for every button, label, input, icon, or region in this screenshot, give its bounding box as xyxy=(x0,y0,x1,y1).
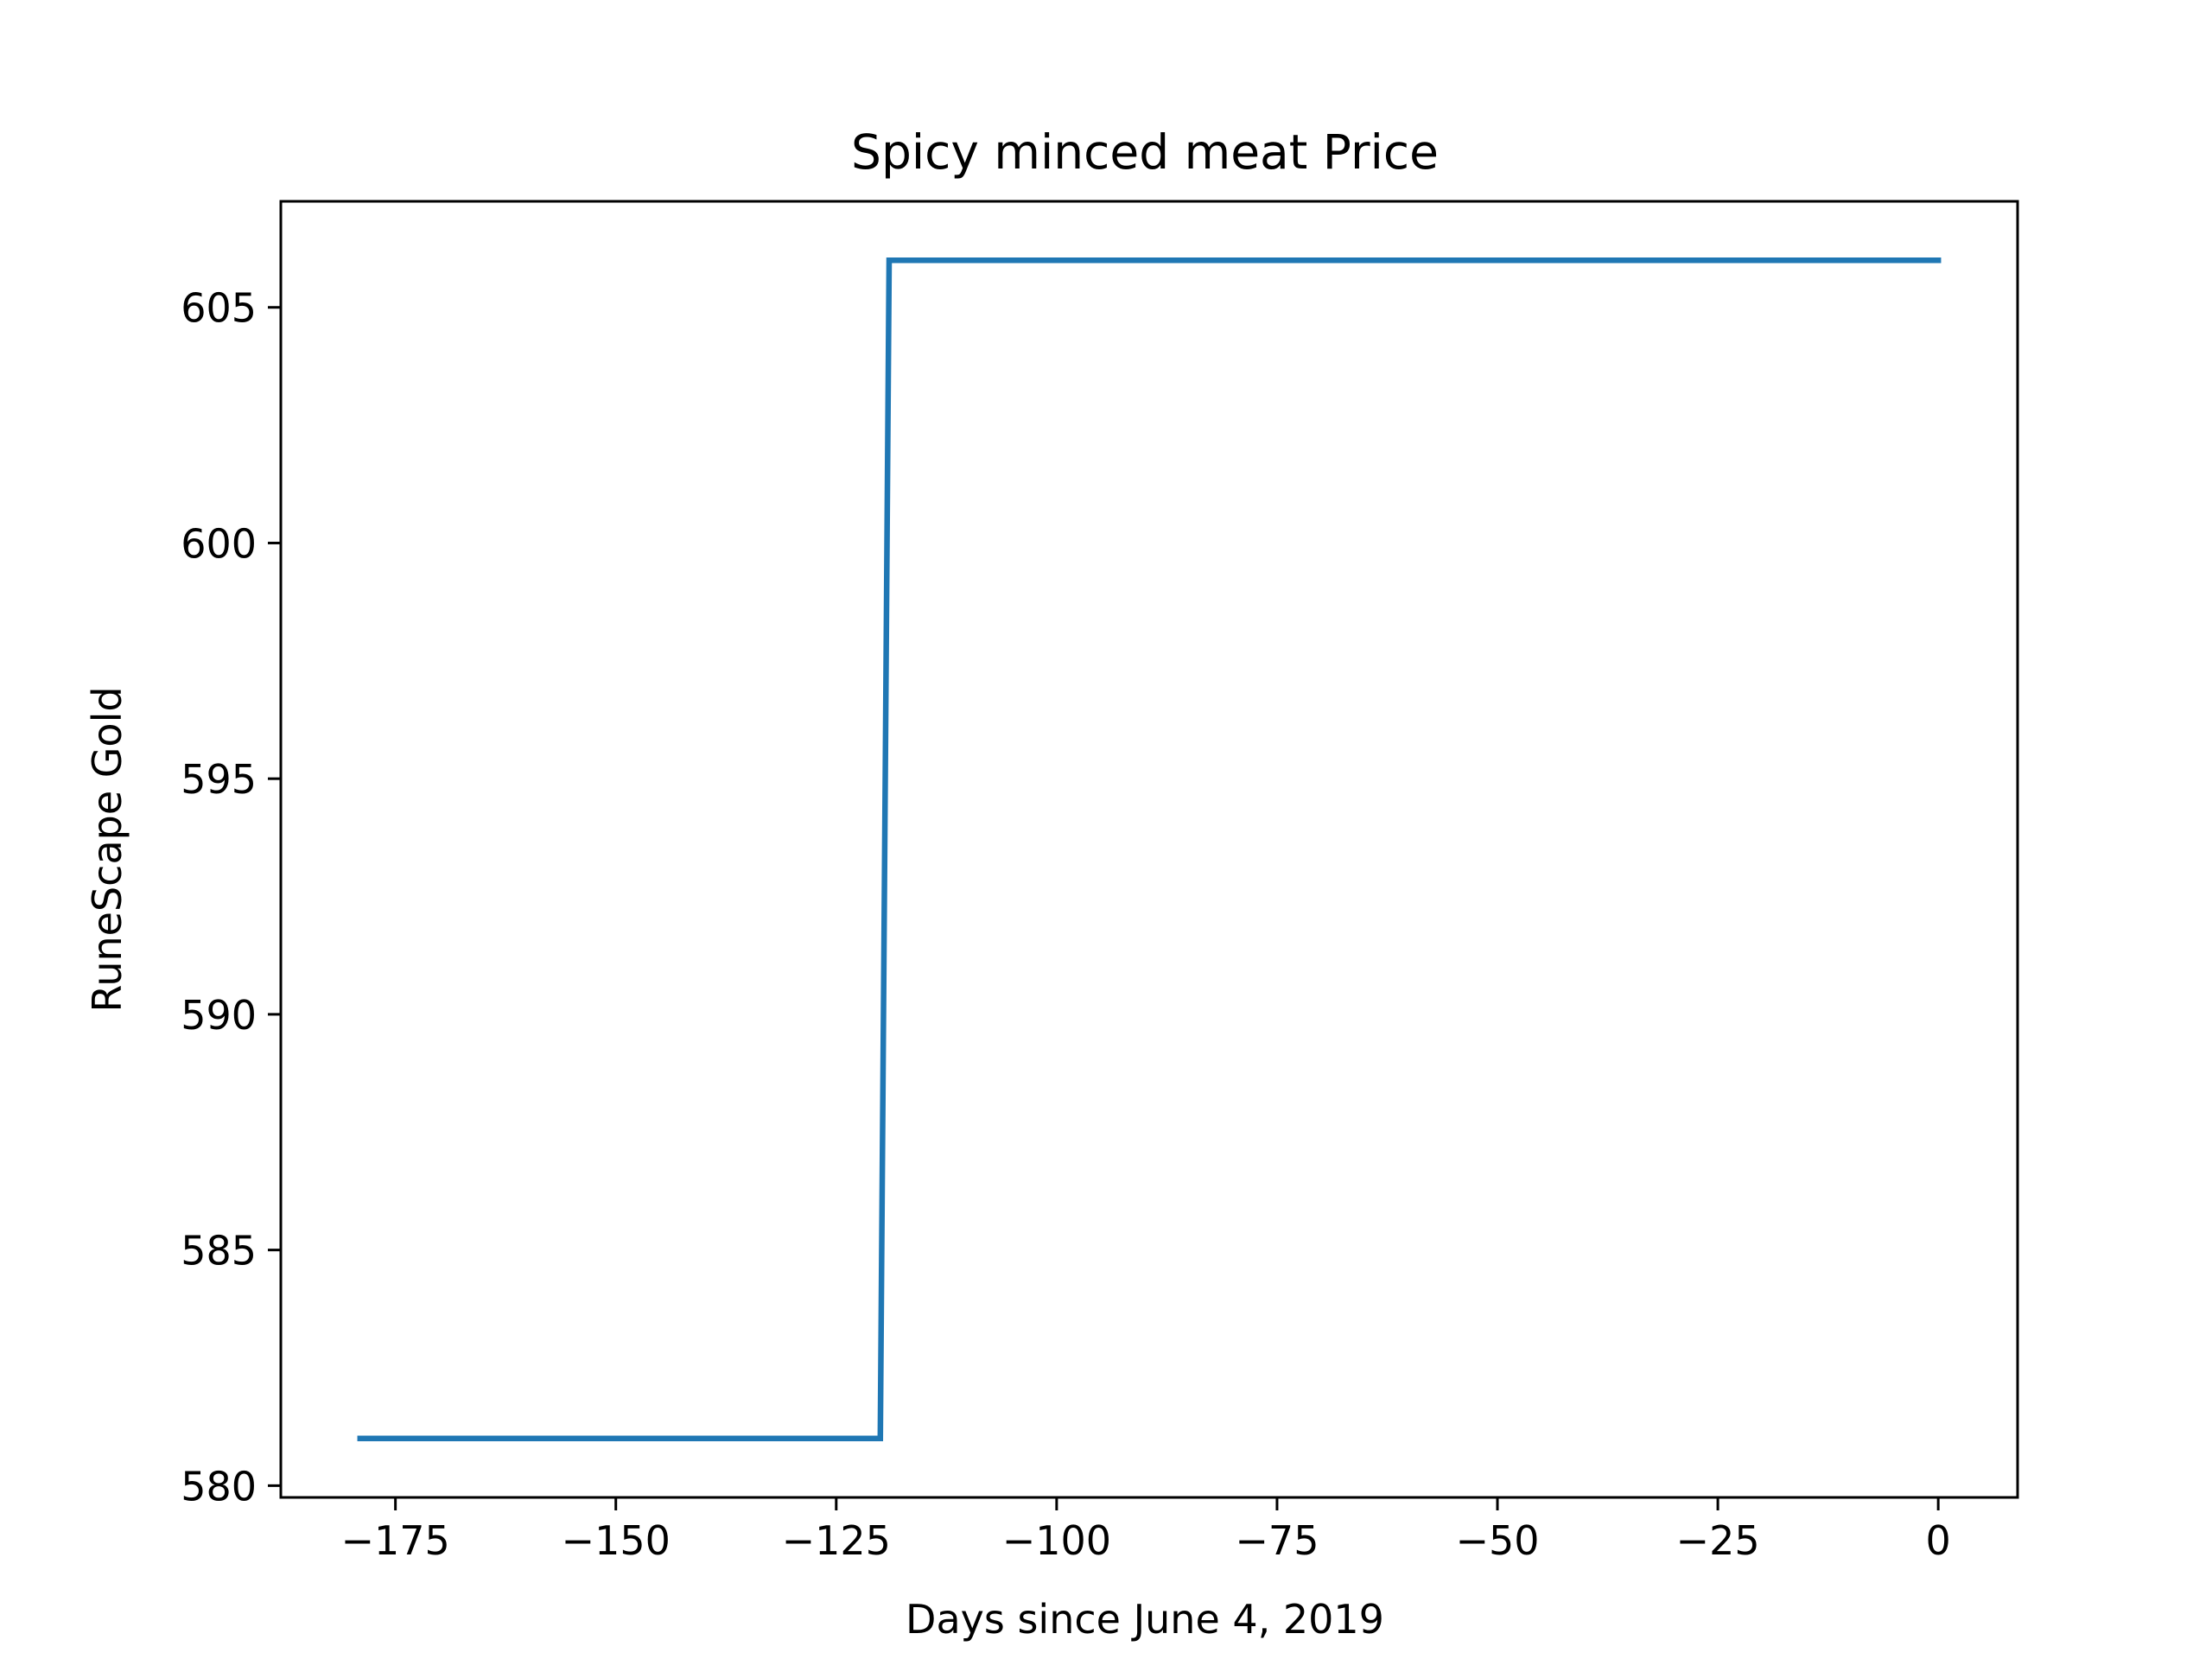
y-tick-label: 580 xyxy=(181,1463,257,1510)
x-tick-label: 0 xyxy=(1926,1517,1951,1564)
y-tick-label: 590 xyxy=(181,992,257,1039)
x-axis-label: Days since June 4, 2019 xyxy=(906,1596,1384,1643)
plot-area xyxy=(279,200,2019,1499)
y-tick-label: 595 xyxy=(181,756,257,803)
x-tick-label: −50 xyxy=(1455,1517,1539,1564)
y-tick-label: 600 xyxy=(181,520,257,567)
x-tick-label: −100 xyxy=(1002,1517,1111,1564)
x-tick-label: −175 xyxy=(340,1517,449,1564)
x-axis-ticks: −175 −150 −125 −100 −75 −50 −25 0 xyxy=(340,1497,1951,1564)
x-tick-label: −150 xyxy=(562,1517,671,1564)
y-axis-ticks: 580 585 590 595 600 605 xyxy=(181,285,281,1510)
x-tick-label: −75 xyxy=(1235,1517,1319,1564)
x-tick-label: −125 xyxy=(782,1517,891,1564)
y-axis-label: RuneScape Gold xyxy=(84,686,130,1012)
y-tick-label: 605 xyxy=(181,285,257,332)
axes-frame xyxy=(279,200,2019,1499)
y-tick-label: 585 xyxy=(181,1228,257,1274)
x-tick-label: −25 xyxy=(1676,1517,1760,1564)
chart-title: Spicy minced meat Price xyxy=(851,124,1439,180)
series-line-0 xyxy=(357,257,1942,1442)
